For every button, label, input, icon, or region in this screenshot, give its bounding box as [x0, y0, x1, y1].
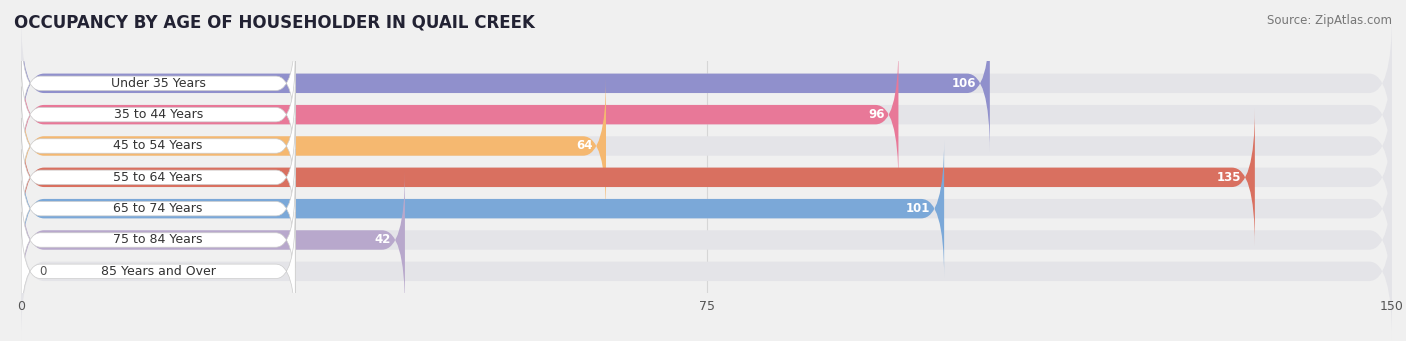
Text: Source: ZipAtlas.com: Source: ZipAtlas.com — [1267, 14, 1392, 27]
Text: 0: 0 — [39, 265, 46, 278]
Text: 96: 96 — [869, 108, 884, 121]
FancyBboxPatch shape — [21, 46, 898, 183]
Text: 85 Years and Over: 85 Years and Over — [101, 265, 215, 278]
FancyBboxPatch shape — [21, 140, 945, 277]
Text: 75 to 84 Years: 75 to 84 Years — [114, 234, 202, 247]
FancyBboxPatch shape — [21, 87, 295, 205]
FancyBboxPatch shape — [21, 24, 295, 143]
Text: 64: 64 — [576, 139, 592, 152]
FancyBboxPatch shape — [21, 118, 295, 237]
FancyBboxPatch shape — [21, 77, 1392, 214]
FancyBboxPatch shape — [21, 212, 295, 331]
Text: 135: 135 — [1216, 171, 1241, 184]
FancyBboxPatch shape — [21, 181, 295, 299]
Text: 65 to 74 Years: 65 to 74 Years — [114, 202, 202, 215]
Text: Under 35 Years: Under 35 Years — [111, 77, 205, 90]
FancyBboxPatch shape — [21, 46, 1392, 183]
Text: 106: 106 — [952, 77, 976, 90]
FancyBboxPatch shape — [21, 109, 1392, 246]
FancyBboxPatch shape — [21, 15, 1392, 152]
Text: 101: 101 — [905, 202, 931, 215]
FancyBboxPatch shape — [21, 172, 405, 309]
FancyBboxPatch shape — [21, 203, 1392, 340]
FancyBboxPatch shape — [21, 149, 295, 268]
FancyBboxPatch shape — [21, 15, 990, 152]
FancyBboxPatch shape — [21, 140, 1392, 277]
Text: 55 to 64 Years: 55 to 64 Years — [114, 171, 202, 184]
Text: 35 to 44 Years: 35 to 44 Years — [114, 108, 202, 121]
FancyBboxPatch shape — [21, 109, 1256, 246]
Text: 42: 42 — [375, 234, 391, 247]
Text: 45 to 54 Years: 45 to 54 Years — [114, 139, 202, 152]
Text: OCCUPANCY BY AGE OF HOUSEHOLDER IN QUAIL CREEK: OCCUPANCY BY AGE OF HOUSEHOLDER IN QUAIL… — [14, 14, 534, 32]
FancyBboxPatch shape — [21, 55, 295, 174]
FancyBboxPatch shape — [21, 172, 1392, 309]
FancyBboxPatch shape — [21, 77, 606, 214]
